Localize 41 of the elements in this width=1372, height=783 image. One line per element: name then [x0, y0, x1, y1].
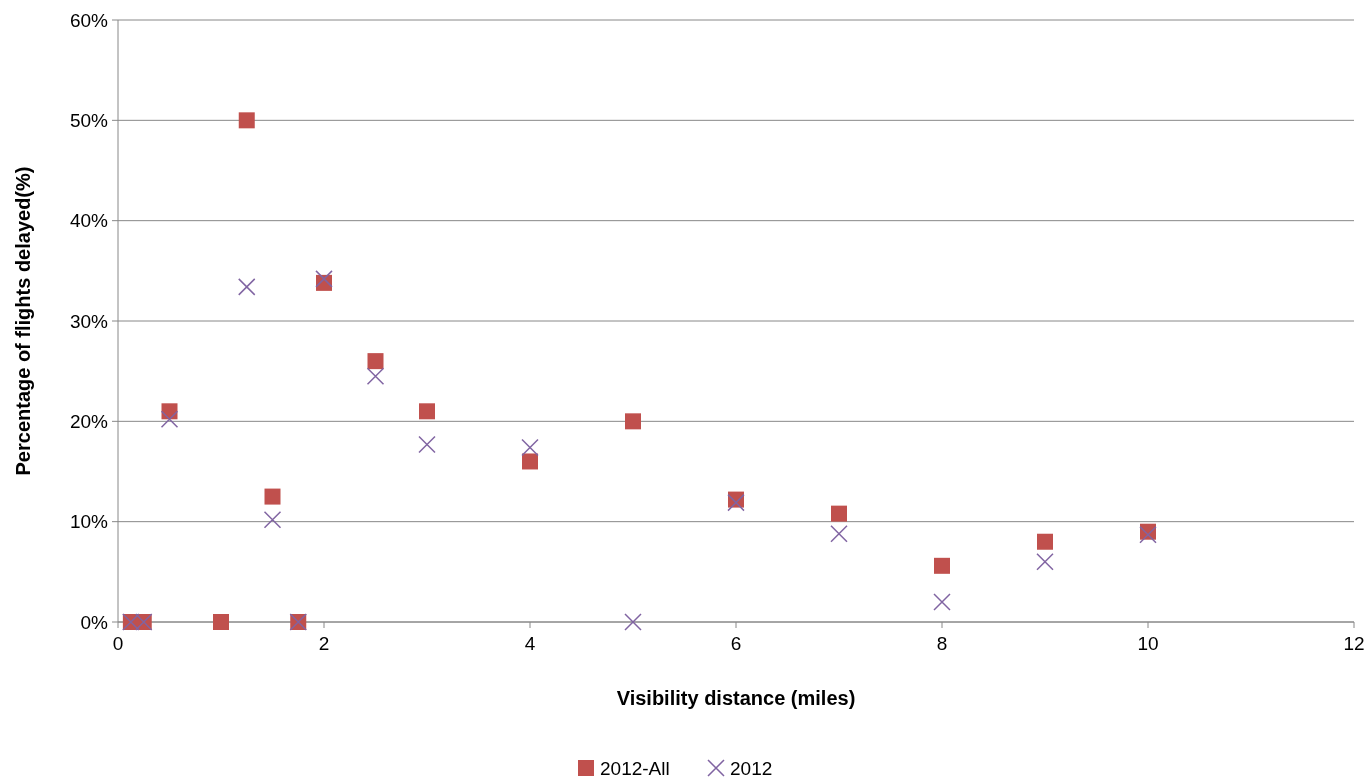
y-tick-label: 20%: [69, 410, 109, 432]
y-tick-label: 0%: [80, 611, 109, 633]
point: [934, 557, 950, 574]
y-tick-label: 40%: [69, 210, 109, 232]
legend-label: 2012-All: [600, 757, 670, 779]
point: [727, 493, 745, 512]
x-tick-label: 10: [1137, 633, 1159, 654]
y-tick-label: 60%: [69, 9, 109, 31]
y-tick-label: 50%: [69, 109, 109, 131]
point: [418, 435, 436, 454]
point: [831, 505, 847, 522]
point: [1139, 525, 1157, 544]
x-tick-label: 4: [524, 633, 536, 654]
point: [213, 614, 229, 630]
x-tick-label: 0: [112, 633, 124, 654]
x-tick-label: 2: [318, 633, 330, 654]
point: [522, 453, 538, 470]
point: [264, 488, 281, 505]
x-tick-label: 8: [936, 633, 948, 654]
legend-label: 2012: [730, 757, 773, 779]
point: [625, 413, 641, 430]
y-tick-label: 30%: [69, 310, 109, 332]
point: [1036, 553, 1054, 571]
point: [830, 524, 848, 543]
point: [160, 410, 179, 429]
point: [263, 510, 282, 529]
point: [521, 438, 539, 457]
x-axis-title: Visibility distance (miles): [616, 687, 856, 709]
y-tick-label: 10%: [69, 511, 109, 533]
point: [419, 403, 435, 420]
x-tick-label: 12: [1343, 633, 1365, 654]
point: [366, 367, 385, 385]
point: [315, 270, 333, 288]
x-tick-label: 6: [730, 633, 742, 654]
point: [933, 593, 951, 611]
point: [238, 112, 255, 129]
point: [367, 353, 384, 370]
point: [624, 613, 642, 631]
point: [1037, 533, 1053, 550]
point: [238, 278, 256, 296]
y-axis-title: Percentage of flights delayed(%): [12, 166, 34, 476]
